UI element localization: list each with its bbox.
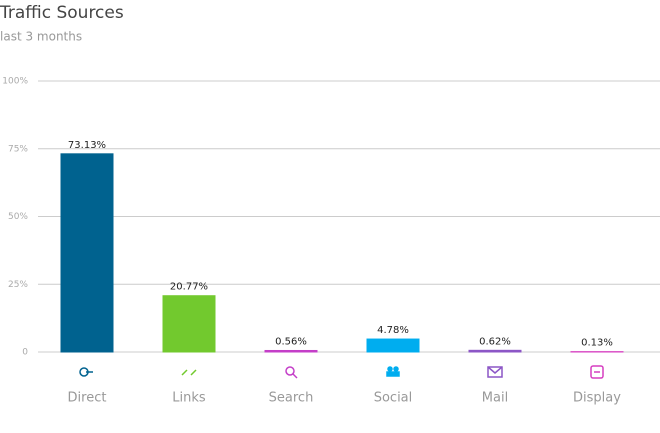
- x-tick-label: Social: [374, 391, 413, 406]
- bar: [60, 153, 114, 353]
- value-label: 0.13%: [581, 338, 613, 349]
- value-label: 4.78%: [377, 325, 409, 336]
- y-tick-label: 75%: [8, 144, 28, 154]
- x-tick-label: Mail: [482, 391, 508, 406]
- bar: [366, 338, 420, 353]
- chart-title: Traffic Sources: [0, 3, 124, 23]
- x-tick-label: Search: [269, 391, 314, 406]
- bar: [162, 295, 216, 353]
- x-tick-label: Links: [172, 391, 206, 406]
- bar: [264, 349, 318, 353]
- value-label: 73.13%: [68, 140, 106, 151]
- value-label: 0.56%: [275, 336, 307, 347]
- y-tick-label: 100%: [2, 77, 28, 87]
- value-label: 0.62%: [479, 336, 511, 347]
- y-tick-label: 0: [22, 348, 28, 358]
- x-tick-label: Direct: [68, 391, 107, 406]
- category-icons: [79, 365, 604, 379]
- value-label: 20.77%: [170, 282, 208, 293]
- y-tick-label: 25%: [8, 280, 28, 290]
- y-tick-label: 50%: [8, 212, 28, 222]
- chart-subtitle: last 3 months: [0, 30, 82, 44]
- x-tick-label: Display: [573, 391, 621, 406]
- bar: [468, 349, 522, 353]
